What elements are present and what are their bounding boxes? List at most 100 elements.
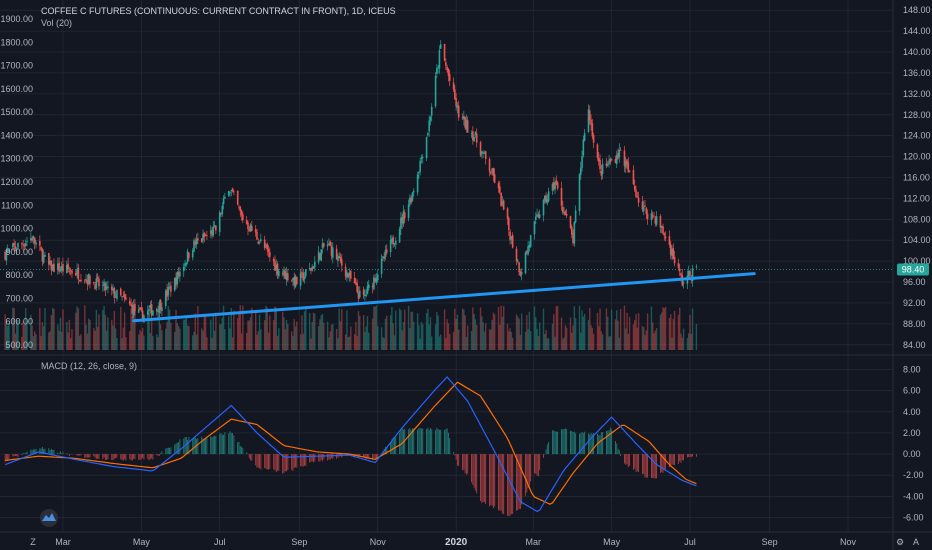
candle-body (411, 192, 414, 201)
candle-body (400, 217, 402, 229)
candle-body (545, 195, 547, 203)
volume-bar (116, 338, 118, 350)
candle-body (515, 248, 518, 261)
tradingview-logo-icon[interactable] (40, 509, 58, 527)
volume-bar (188, 326, 190, 350)
volume-bar (653, 333, 655, 350)
volume-bar (413, 321, 415, 350)
volume-label[interactable]: Vol (20) (41, 18, 72, 28)
candlestick-series (4, 40, 698, 323)
volume-bar (673, 310, 676, 350)
candle-body (407, 204, 410, 219)
candle-body (636, 196, 639, 198)
macd-label[interactable]: MACD (12, 26, close, 9) (41, 361, 137, 371)
price-tick-label: 116.00 (903, 173, 930, 183)
volume-bar (220, 324, 222, 350)
volume-bar (591, 328, 594, 350)
volume-bar (147, 321, 149, 350)
candle-body (202, 234, 204, 241)
candle-body (229, 191, 231, 193)
volume-bar (393, 335, 396, 350)
candle-body (303, 276, 306, 280)
volume-bar (356, 335, 358, 350)
volume-bar (386, 315, 388, 350)
volume-bar (402, 322, 405, 350)
candle-body (66, 264, 68, 273)
volume-bar (350, 326, 352, 350)
macd-tick-label: -2.00 (903, 470, 924, 480)
volume-bar (152, 336, 154, 350)
candle-body (50, 260, 53, 271)
candle-body (242, 214, 244, 221)
volume-bar (201, 328, 203, 350)
volume-bar (176, 323, 179, 350)
candle-body (206, 235, 208, 237)
candle-body (633, 185, 636, 190)
volume-bar (670, 314, 672, 350)
auto-scale-button[interactable]: A (913, 537, 919, 547)
volume-bar (134, 308, 136, 350)
candle-body (481, 151, 483, 154)
volume-bar (619, 308, 622, 350)
volume-bar (103, 305, 105, 350)
candle-body (84, 280, 86, 282)
settings-gear-icon[interactable]: ⚙ (896, 537, 904, 547)
candle-body (355, 281, 357, 285)
candle-body (353, 277, 356, 284)
candle-body (662, 226, 664, 234)
candle-body (672, 248, 675, 259)
volume-bar (500, 305, 502, 350)
macd-axis[interactable]: 8.00 6.00 4.00 2.00 0.00 -2.00 -4.00 -6.00 (903, 365, 924, 523)
candle-body (275, 264, 278, 271)
volume-bar (617, 320, 619, 350)
left-tick-label: 1300.00 (0, 154, 33, 164)
candle-body (170, 285, 172, 292)
time-axis[interactable]: Mar May Jul Sep Nov 2020 Mar May Jul Sep Nov (55, 537, 856, 548)
price-axis[interactable]: 148.00 144.00 140.00 136.00 132.00 128.00 124.… (903, 5, 931, 350)
candle-body (302, 272, 305, 281)
volume-bar (16, 319, 18, 350)
volume-bar (301, 315, 303, 350)
candle-body (86, 280, 89, 285)
candle-body (583, 133, 586, 141)
volume-bar (546, 338, 549, 350)
candle-body (628, 170, 631, 172)
zoom-button[interactable]: Z (30, 537, 36, 547)
candle-body (96, 277, 99, 279)
volume-bar (440, 334, 442, 350)
candle-body (175, 277, 177, 286)
candle-body (591, 123, 594, 137)
volume-bar (35, 334, 37, 350)
volume-bar (472, 307, 474, 350)
candle-body (299, 272, 302, 286)
candle-body (618, 149, 621, 158)
candle-body (499, 186, 501, 193)
volume-bar (537, 336, 540, 350)
volume-bar (598, 326, 600, 350)
candle-body (569, 216, 572, 228)
volume-bar (158, 311, 161, 350)
candle-body (671, 248, 673, 257)
candle-body (619, 149, 622, 151)
volume-bar (511, 337, 514, 350)
candle-body (465, 119, 468, 130)
symbol-title[interactable]: COFFEE C FUTURES (CONTINUOUS: CURRENT CO… (41, 6, 396, 16)
candle-body (349, 270, 352, 279)
volume-bar (245, 332, 248, 350)
volume-bar (94, 330, 96, 350)
volume-bar (636, 327, 639, 350)
volume-bar (467, 325, 469, 350)
time-tick-label: Sep (291, 537, 307, 547)
candle-body (266, 243, 269, 250)
volume-bar (377, 326, 379, 350)
volume-bar (411, 311, 414, 350)
candle-body (44, 254, 46, 257)
support-trendline[interactable] (132, 272, 756, 323)
candle-body (463, 115, 465, 120)
volume-bar (556, 305, 559, 350)
candle-body (157, 310, 159, 312)
candle-body (500, 192, 502, 207)
volume-bar (362, 315, 365, 350)
volume-bar (204, 313, 207, 350)
